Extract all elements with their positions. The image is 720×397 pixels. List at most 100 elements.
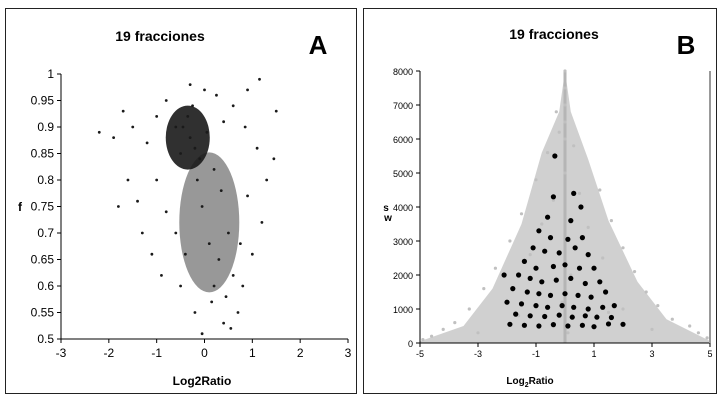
b-point-s0 [560, 300, 564, 304]
b-point-s1 [507, 321, 513, 327]
b-point-s0 [563, 137, 567, 141]
a-point-s0 [258, 77, 261, 81]
a-point-s0 [246, 88, 249, 92]
b-point-s1 [527, 313, 533, 319]
b-point-s1 [547, 235, 554, 241]
a-point-s0 [179, 284, 182, 288]
a-point-s0 [186, 115, 190, 118]
b-y-tick-label: 6000 [393, 135, 413, 145]
a-y-tick-label: 0.65 [31, 253, 55, 267]
b-point-s1 [585, 306, 591, 312]
b-point-s0 [563, 120, 567, 124]
a-point-s0 [272, 157, 276, 161]
b-point-s1 [553, 277, 559, 283]
b-point-s1 [562, 262, 568, 268]
a-point-s0 [205, 130, 209, 134]
b-point-s0 [563, 171, 567, 175]
a-point-s0 [112, 136, 116, 139]
b-point-s1 [578, 204, 584, 210]
b-point-s1 [579, 322, 585, 328]
a-point-s0 [212, 168, 216, 171]
a-point-s0 [155, 115, 159, 118]
b-point-s1 [547, 292, 554, 298]
a-point-s0 [238, 242, 242, 246]
b-point-s0 [621, 307, 625, 311]
a-point-s0 [274, 109, 278, 113]
b-point-s1 [545, 214, 551, 220]
a-point-s0 [231, 104, 235, 108]
x-axis-label-a: Log2Ratio [173, 374, 232, 388]
b-point-s0 [546, 151, 550, 155]
b-point-s1 [597, 279, 603, 285]
a-point-s0 [150, 252, 154, 256]
a-point-s0 [200, 205, 204, 208]
b-point-s1 [550, 322, 556, 328]
a-point-s0 [188, 83, 192, 86]
b-point-s1 [527, 275, 533, 281]
b-point-s1 [556, 250, 562, 256]
a-point-s0 [217, 258, 221, 261]
a-point-s0 [193, 146, 197, 150]
a-y-tick-label: 0.75 [31, 200, 55, 214]
b-y-tick-label: 7000 [393, 101, 413, 111]
b-point-s1 [585, 252, 591, 258]
b-point-s0 [705, 336, 709, 340]
a-point-s0 [203, 88, 206, 92]
b-point-s0 [528, 253, 532, 257]
a-point-s0 [200, 332, 204, 336]
y-axis-label-b: s [383, 203, 389, 214]
chart-panel-a: 19 fracciones A 0.5 0.55 0.6 0.65 0.7 0.75 0.8… [5, 8, 357, 394]
b-point-s0 [441, 327, 445, 331]
b-point-s1 [588, 294, 594, 300]
a-y-tick-label: 0.55 [31, 306, 55, 320]
a-x-tick-label: 2 [297, 346, 304, 360]
b-point-s0 [551, 198, 555, 202]
b-y-tick-label: 5000 [393, 169, 413, 179]
b-point-s1 [504, 299, 510, 305]
b-point-s0 [656, 304, 660, 308]
b-point-s1 [539, 279, 545, 285]
a-y-tick-label: 0.9 [37, 120, 54, 134]
b-point-s1 [536, 228, 542, 234]
a-x-tick-label: 0 [201, 346, 208, 360]
b-point-s1 [518, 301, 525, 307]
b-point-s1 [605, 321, 612, 327]
b-y-tick-label: 1000 [393, 305, 413, 315]
a-x-tick-label: -1 [151, 346, 162, 360]
b-point-s0 [609, 219, 613, 223]
a-point-s0 [174, 231, 178, 235]
b-point-s0 [696, 331, 700, 335]
b-point-s0 [569, 273, 573, 277]
b-point-s0 [644, 290, 648, 294]
b-point-s1 [550, 194, 556, 200]
a-y-tick-label: 1 [47, 67, 54, 81]
a-point-s0 [174, 125, 178, 129]
a-point-s0 [188, 136, 192, 139]
b-point-s0 [430, 334, 434, 338]
b-point-s0 [633, 270, 637, 274]
b-point-s1 [545, 304, 551, 310]
a-y-tick-label: 0.85 [31, 147, 55, 161]
a-y-tick-label: 0.8 [37, 173, 54, 187]
b-x-tick-label: -1 [532, 349, 540, 359]
a-point-s0 [255, 146, 259, 150]
y-axis-label-a: f [18, 200, 23, 214]
b-y-tick-label: 3000 [393, 237, 413, 247]
b-point-s1 [521, 322, 527, 328]
b-point-s1 [571, 190, 577, 196]
b-x-tick-label: -3 [474, 349, 482, 359]
scatter-chart-b: 19 fracciones B 0 1000 2000 3000 4000 5000 600… [383, 26, 712, 389]
b-point-s1 [516, 272, 522, 278]
b-point-s1 [542, 248, 548, 254]
b-point-s0 [650, 327, 654, 331]
b-point-s1 [533, 265, 539, 271]
a-point-s0 [215, 93, 218, 97]
a-point-s0 [136, 199, 139, 203]
b-point-s0 [557, 130, 561, 134]
a-y-tick-label: 0.5 [37, 332, 54, 346]
a-point-s0 [236, 311, 240, 314]
a-spread-cloud [179, 152, 240, 293]
b-y-tick-label: 0 [408, 339, 413, 349]
b-point-s0 [540, 222, 544, 226]
a-point-s0 [97, 130, 101, 134]
